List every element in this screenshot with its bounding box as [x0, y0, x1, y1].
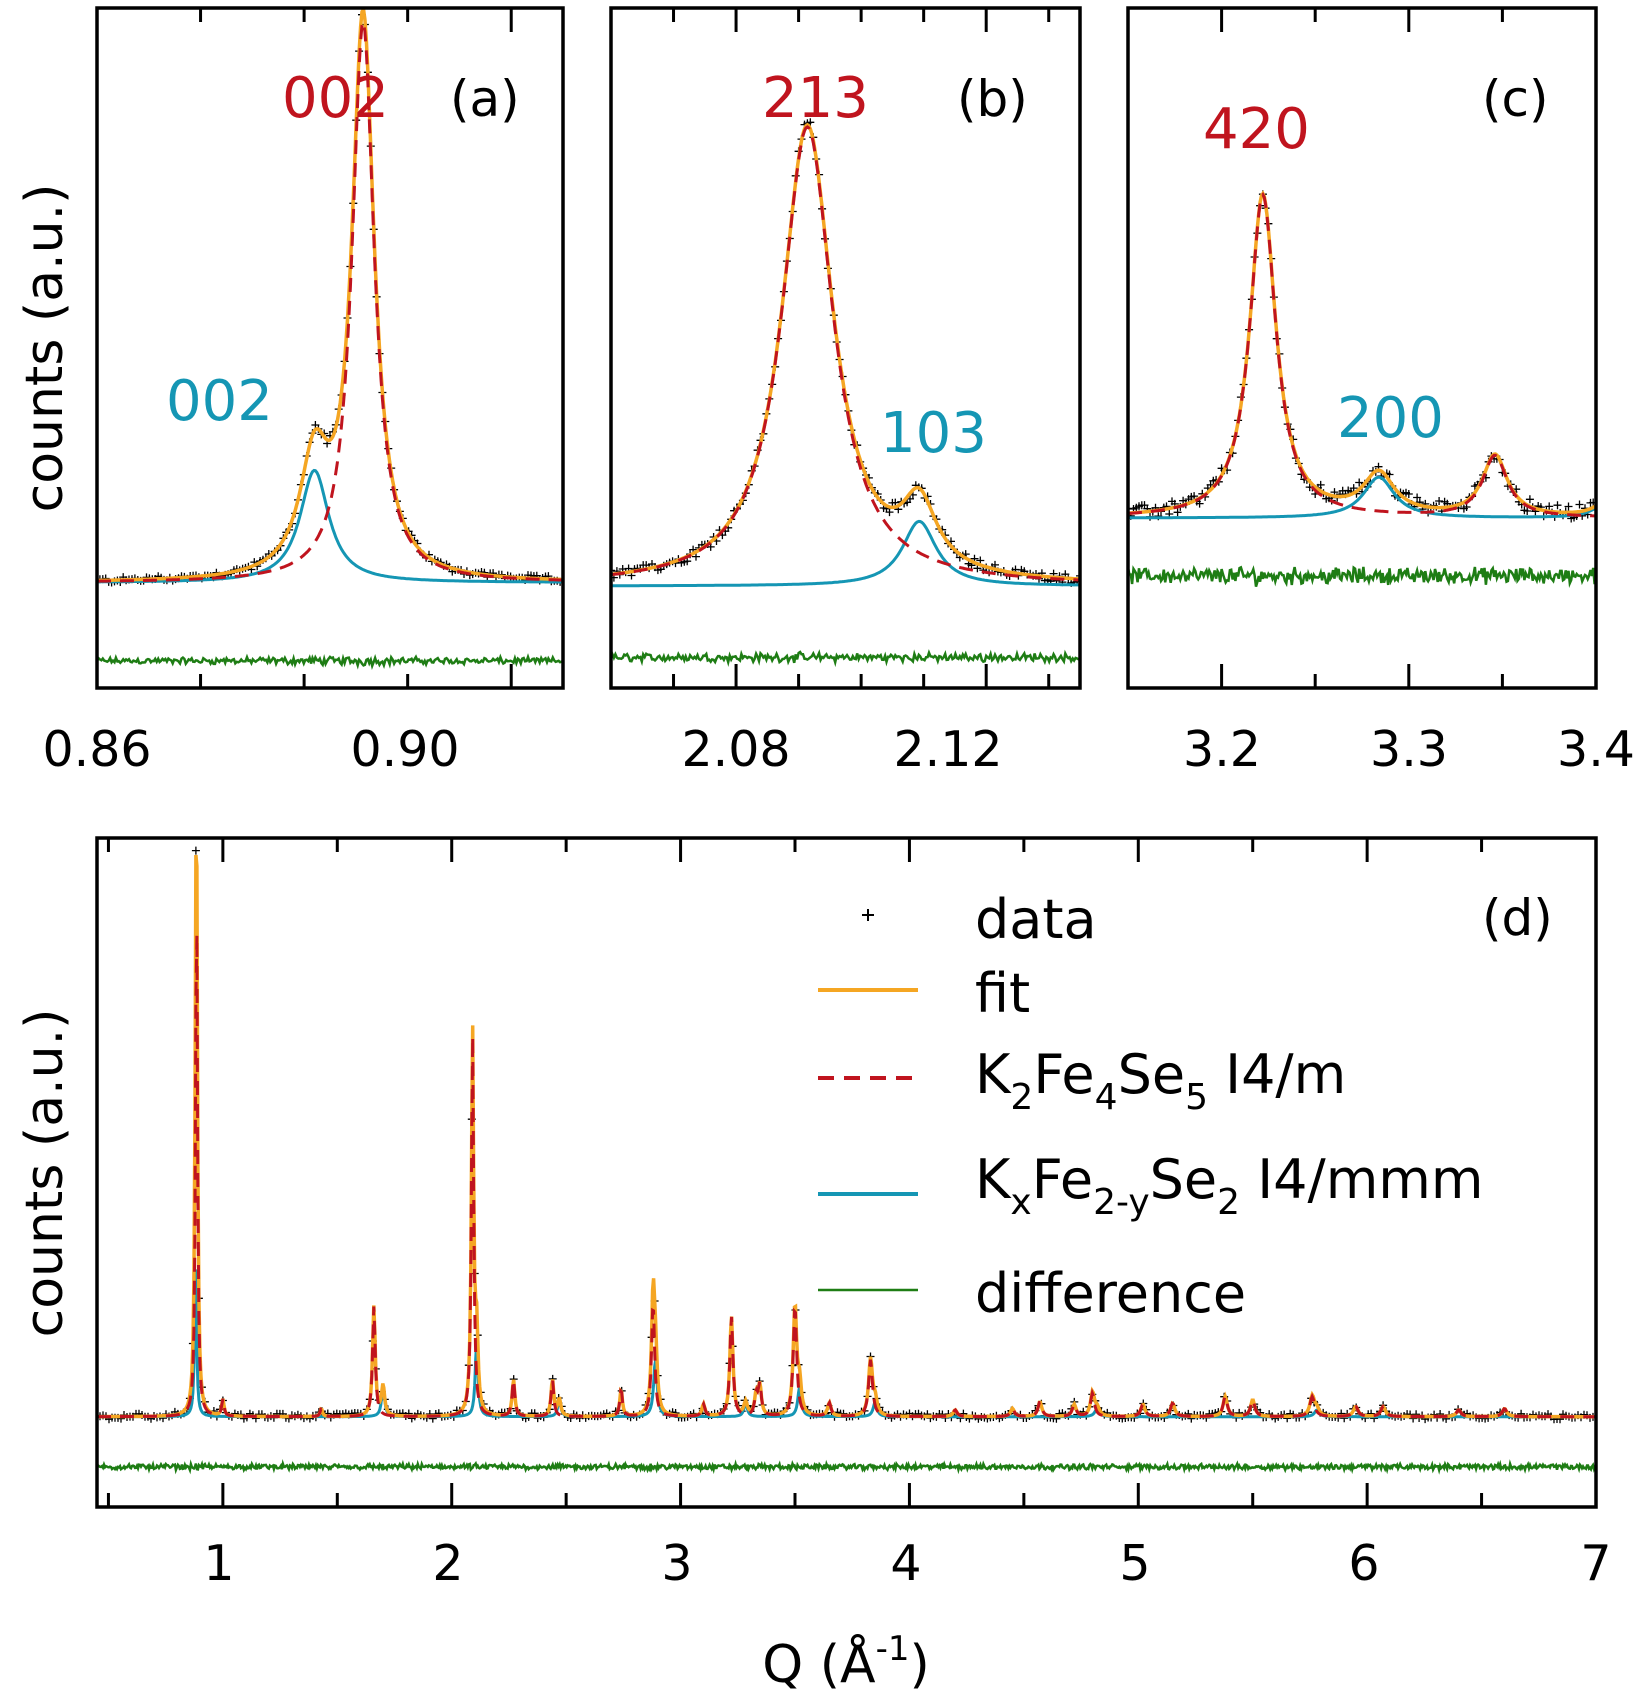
panel-a-series-difference	[97, 653, 563, 670]
panel-a-frame	[95, 6, 565, 690]
panel-b-data-points	[611, 118, 1080, 587]
legend-kxfe2yse2-fe: Fe	[1032, 1148, 1093, 1211]
legend-k2fe4se5-fe: Fe	[1033, 1043, 1094, 1106]
panel-c: (c) 420 200 3.2 3.3 3.4	[1126, 6, 1635, 778]
panel-d-tag: (d)	[1482, 889, 1553, 947]
panel-a-tag: (a)	[450, 70, 520, 128]
legend-entry-kxfe2yse2: KxFe2-ySe2 I4/mmm	[818, 1148, 1484, 1223]
panel-c-peak-label-blue: 200	[1337, 386, 1444, 451]
panel-d-xlabel-sup: -1	[876, 1629, 910, 1669]
panel-c-xtick-label-0: 3.2	[1183, 721, 1261, 778]
panel-c-plot-area	[1128, 190, 1596, 589]
legend-entry-data: data	[862, 888, 1097, 951]
panel-a-xtick-label-0: 0.86	[42, 721, 151, 778]
panel-b-series-difference	[611, 649, 1080, 668]
panel-b-xtick-label-1: 2.12	[893, 721, 1002, 778]
panel-c-xtick-label-2: 3.4	[1557, 721, 1635, 778]
legend-kxfe2yse2-sub1: x	[1010, 1182, 1031, 1223]
panel-b-ticks	[672, 8, 1051, 688]
legend-k2fe4se5-label: K2Fe4Se5 I4/m	[975, 1043, 1346, 1118]
panel-a-plot-area	[97, 8, 563, 670]
panel-b-xtick-label-0: 2.08	[681, 721, 790, 778]
panel-c-ticks	[1126, 8, 1598, 688]
panel-a-series-kxfe2yse2	[97, 468, 563, 584]
legend-kxfe2yse2-se: Se	[1150, 1148, 1218, 1211]
panel-d-xlabel-main: Q (Å	[762, 1633, 876, 1695]
panel-b: (b) 213 103 2.08 2.12	[609, 6, 1082, 778]
panel-b-plot-area	[611, 118, 1080, 668]
panel-c-series-fit	[1128, 190, 1596, 515]
panel-d-xtick-label-3: 4	[890, 1535, 921, 1592]
panel-b-peak-label-blue: 103	[880, 401, 987, 466]
panel-a-xtick-label-1: 0.90	[350, 721, 459, 778]
legend-entry-difference: difference	[818, 1262, 1246, 1325]
panel-b-frame	[609, 6, 1082, 690]
panel-b-tag: (b)	[957, 70, 1028, 128]
panel-c-series-kxfe2yse2	[1128, 475, 1596, 520]
panel-a-peak-label-red: 002	[282, 66, 389, 131]
panel-b-series-k2fe4se5	[611, 125, 1080, 582]
panel-c-frame	[1126, 6, 1598, 690]
panel-d-xtick-labels: 1 2 3 4 5 6 7	[203, 1535, 1611, 1592]
panel-c-peak-label-red: 420	[1203, 97, 1310, 162]
panel-b-series-kxfe2yse2	[611, 519, 1080, 588]
panel-d-data-points	[97, 846, 1596, 1424]
legend-fit-label: fit	[975, 962, 1030, 1025]
panel-b-peak-label-red: 213	[762, 66, 869, 131]
legend-k2fe4se5-sub1: 2	[1010, 1077, 1033, 1118]
panel-a-ticks	[95, 8, 513, 688]
panel-d-xlabel-end: )	[909, 1635, 929, 1695]
panel-d-xtick-label-5: 6	[1348, 1535, 1379, 1592]
panel-c-data-points	[1128, 190, 1596, 523]
panel-c-series-difference	[1128, 564, 1596, 589]
legend-kxfe2yse2-label: KxFe2-ySe2 I4/mmm	[975, 1148, 1484, 1223]
panel-c-xtick-label-1: 3.3	[1370, 721, 1448, 778]
legend-difference-label: difference	[975, 1262, 1246, 1325]
legend-k2fe4se5-se: Se	[1118, 1043, 1186, 1106]
panel-c-series-k2fe4se5	[1128, 191, 1596, 518]
panel-d-xtick-label-1: 2	[432, 1535, 463, 1592]
panel-d-series-difference	[97, 1459, 1596, 1475]
panel-a-ylabel: counts (a.u.)	[15, 184, 75, 513]
panel-d-plot-area	[97, 846, 1596, 1475]
panel-d-series-fit	[97, 854, 1596, 1419]
legend-kxfe2yse2-k: K	[975, 1148, 1012, 1211]
panel-d-xtick-label-0: 1	[203, 1535, 234, 1592]
legend-k2fe4se5-tail: I4/m	[1208, 1043, 1346, 1106]
legend: data fit K2Fe4Se5 I4/m KxFe2-ySe2 I4/mmm…	[818, 888, 1484, 1325]
legend-kxfe2yse2-tail: I4/mmm	[1240, 1148, 1483, 1211]
legend-k2fe4se5-k: K	[975, 1043, 1012, 1106]
panel-d-series-k2fe4se5	[97, 934, 1596, 1419]
panel-d-series-kxfe2yse2	[97, 1269, 1596, 1419]
panel-a: (a) 002 002 0.86 0.90 counts (a.u.)	[15, 6, 565, 778]
panel-d-xlabel: Q (Å-1)	[762, 1629, 930, 1695]
panel-c-tag: (c)	[1482, 70, 1549, 128]
legend-k2fe4se5-sub2: 4	[1095, 1077, 1118, 1118]
panel-b-series-fit	[611, 122, 1080, 581]
panel-d-xtick-label-6: 7	[1580, 1535, 1611, 1592]
panel-a-peak-label-blue: 002	[166, 369, 273, 434]
legend-data-label: data	[975, 888, 1097, 951]
legend-entry-k2fe4se5: K2Fe4Se5 I4/m	[818, 1043, 1346, 1118]
legend-kxfe2yse2-sub2: 2-y	[1093, 1182, 1150, 1223]
panel-d-ticks	[106, 838, 1598, 1507]
panel-a-series-k2fe4se5	[97, 16, 563, 583]
legend-data-marker	[862, 909, 874, 921]
legend-kxfe2yse2-sub3: 2	[1217, 1182, 1240, 1223]
legend-k2fe4se5-sub3: 5	[1185, 1077, 1208, 1118]
panel-d-frame	[95, 836, 1598, 1509]
panel-d: (d) counts (a.u.) 1 2 3 4 5 6 7 Q (Å-1) …	[15, 836, 1612, 1695]
panel-d-xtick-label-2: 3	[661, 1535, 692, 1592]
legend-entry-fit: fit	[818, 962, 1030, 1025]
panel-d-xtick-label-4: 5	[1119, 1535, 1150, 1592]
panel-d-ylabel: counts (a.u.)	[15, 1009, 75, 1338]
